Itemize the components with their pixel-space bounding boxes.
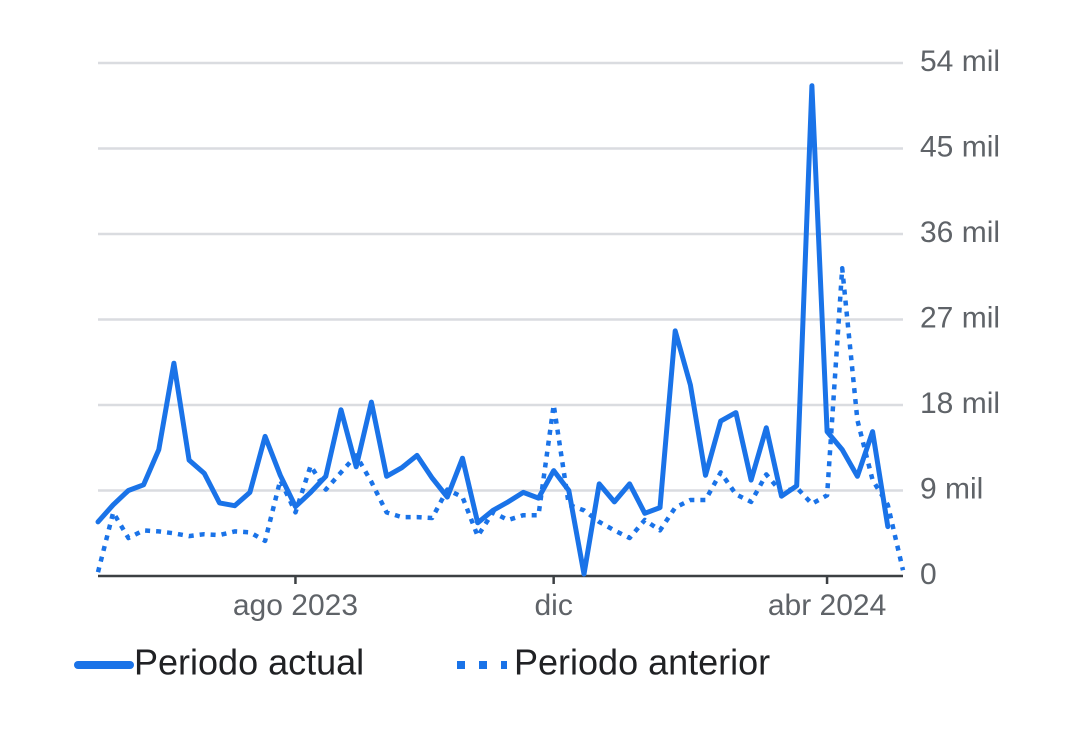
- y-tick-label: 0: [920, 558, 937, 591]
- y-tick-label: 36 mil: [920, 216, 1000, 249]
- line-series: [95, 83, 891, 577]
- y-tick-label: 54 mil: [920, 45, 1000, 78]
- legend-label: Periodo anterior: [514, 642, 770, 683]
- x-tick-label: abr 2024: [768, 589, 886, 622]
- y-tick-label: 45 mil: [920, 130, 1000, 163]
- line-series: [95, 265, 906, 573]
- x-tick-label: dic: [534, 589, 572, 622]
- y-tick-label: 9 mil: [920, 472, 983, 505]
- legend-label: Periodo actual: [134, 642, 364, 683]
- x-tick-label: ago 2023: [233, 589, 358, 622]
- y-tick-label: 27 mil: [920, 301, 1000, 334]
- y-tick-label: 18 mil: [920, 387, 1000, 420]
